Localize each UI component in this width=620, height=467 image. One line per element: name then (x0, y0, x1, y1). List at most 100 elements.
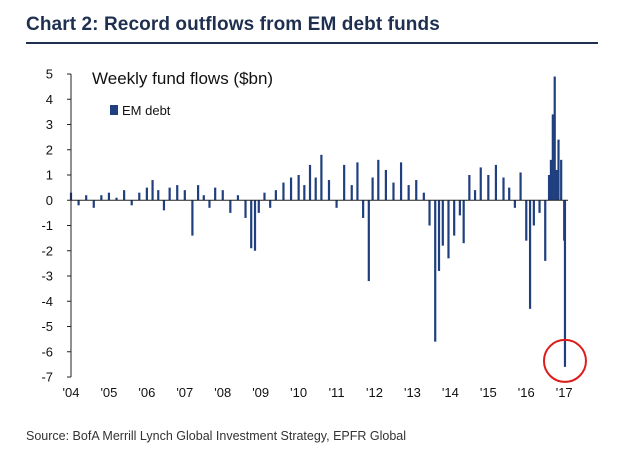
x-axis-ticks: '04 '05 '06 '07 '08 '09 '10 '11 '12 '13 '14 '15 '16 '… (63, 385, 573, 400)
bar (145, 187, 148, 201)
bar (176, 185, 179, 201)
x-tick-label: '07 (176, 385, 193, 400)
bar (162, 200, 166, 211)
bar (538, 200, 541, 213)
x-tick-label: '08 (214, 385, 231, 400)
y-tick-label: -5 (41, 319, 53, 334)
bar (196, 185, 200, 201)
x-tick-label: '15 (480, 385, 497, 400)
x-tick-label: '17 (556, 385, 573, 400)
x-tick-label: '12 (366, 385, 383, 400)
x-tick-label: '11 (329, 385, 345, 400)
bar-series-em-debt (69, 76, 567, 367)
chart-title: Chart 2: Record outflows from EM debt fu… (26, 14, 440, 35)
bar (422, 192, 425, 201)
bar (157, 190, 160, 201)
bar (191, 200, 194, 236)
bar (453, 200, 456, 236)
bar (214, 187, 217, 201)
bar (563, 200, 567, 367)
legend-label-em-debt: EM debt (122, 103, 171, 118)
bar (320, 154, 323, 201)
x-tick-label: '05 (100, 385, 117, 400)
bar (257, 200, 260, 213)
bar (130, 200, 133, 206)
bar (437, 200, 441, 271)
bar (335, 200, 338, 208)
bar (77, 200, 80, 206)
bar (123, 190, 126, 201)
bar (557, 139, 560, 201)
legend-swatch-em-debt (110, 105, 118, 115)
title-divider (26, 42, 598, 44)
bar (236, 195, 240, 201)
bar (525, 200, 528, 241)
y-tick-label: 5 (46, 67, 53, 82)
x-tick-label: '04 (63, 385, 80, 400)
x-tick-label: '10 (290, 385, 307, 400)
bar (560, 159, 563, 201)
bar (528, 200, 532, 309)
bar (399, 162, 403, 201)
bar (441, 200, 444, 246)
bar (549, 159, 553, 201)
bar (253, 200, 257, 251)
bar (208, 200, 211, 208)
y-tick-label: -4 (41, 294, 53, 309)
bar (377, 159, 380, 201)
bar (350, 185, 353, 201)
bar (392, 182, 395, 201)
bar (221, 190, 224, 201)
bar (553, 76, 556, 201)
bar (297, 175, 300, 201)
bar (282, 182, 285, 201)
y-tick-label: -6 (41, 344, 53, 359)
bar (107, 192, 111, 201)
bar (371, 177, 374, 201)
bar (85, 195, 88, 201)
bar (494, 164, 498, 201)
bar (362, 200, 365, 218)
y-tick-label: -2 (41, 243, 53, 258)
bar (487, 175, 490, 201)
bar (547, 175, 551, 201)
bar (327, 180, 331, 201)
bar (462, 200, 465, 244)
x-tick-label: '16 (518, 385, 535, 400)
bar (343, 164, 346, 201)
bar (544, 200, 547, 261)
bar (183, 190, 186, 201)
bar (502, 177, 505, 201)
bar (115, 197, 118, 201)
x-tick-label: '06 (138, 385, 155, 400)
bar (303, 185, 306, 201)
bar (202, 195, 205, 201)
y-tick-label: 1 (46, 168, 53, 183)
bar (100, 195, 103, 201)
bar (356, 162, 359, 201)
bar (244, 200, 247, 218)
bar (269, 200, 272, 208)
source-note: Source: BofA Merrill Lynch Global Invest… (26, 429, 407, 443)
bar (415, 180, 418, 201)
highlight-circle (542, 338, 587, 383)
x-tick-label: '14 (442, 385, 459, 400)
bar (407, 185, 410, 201)
y-tick-label: -3 (41, 269, 53, 284)
bar (532, 200, 535, 226)
bar (289, 177, 293, 201)
bar (468, 175, 471, 201)
y-tick-label: -7 (41, 370, 53, 385)
bar (168, 187, 171, 201)
x-tick-label: '13 (404, 385, 421, 400)
bar (519, 172, 522, 201)
y-tick-label: 2 (46, 142, 53, 157)
plot-title: Weekly fund flows ($bn) (92, 69, 273, 88)
bar (428, 200, 431, 226)
bar (250, 200, 253, 249)
bar (551, 114, 554, 201)
y-tick-label: 0 (46, 193, 53, 208)
bar (138, 192, 141, 201)
bar (479, 167, 482, 201)
